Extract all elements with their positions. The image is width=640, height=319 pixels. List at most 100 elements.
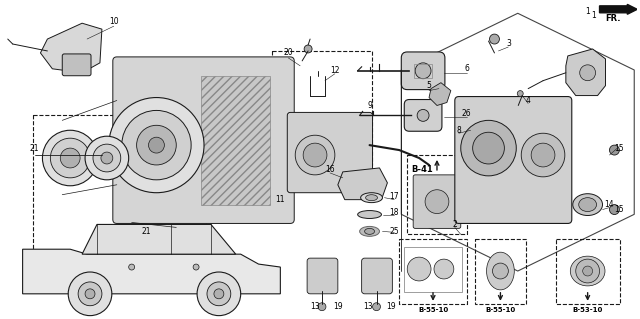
Ellipse shape: [486, 252, 515, 290]
Circle shape: [148, 137, 164, 153]
Text: 25: 25: [390, 227, 399, 236]
Bar: [556, 239, 620, 304]
Text: 26: 26: [462, 109, 472, 118]
Circle shape: [407, 257, 431, 281]
Text: 1: 1: [591, 11, 596, 20]
Circle shape: [517, 91, 524, 97]
Ellipse shape: [361, 193, 383, 203]
Circle shape: [609, 145, 620, 155]
Circle shape: [490, 34, 499, 44]
Polygon shape: [429, 83, 451, 106]
Circle shape: [176, 225, 182, 230]
Circle shape: [521, 133, 565, 177]
FancyBboxPatch shape: [287, 112, 372, 193]
Circle shape: [434, 259, 454, 279]
Text: 4: 4: [525, 96, 531, 105]
FancyBboxPatch shape: [401, 52, 445, 90]
Circle shape: [68, 272, 112, 315]
Text: 5: 5: [427, 81, 431, 90]
Text: 20: 20: [284, 48, 293, 57]
Circle shape: [122, 110, 191, 180]
Text: 11: 11: [276, 195, 285, 204]
Circle shape: [303, 143, 327, 167]
Bar: [414, 64, 432, 78]
Circle shape: [295, 135, 335, 175]
Circle shape: [207, 282, 231, 306]
Text: 16: 16: [325, 166, 335, 174]
Text: 19: 19: [333, 302, 342, 311]
Circle shape: [531, 143, 555, 167]
Bar: [404, 247, 461, 292]
Circle shape: [415, 63, 431, 79]
Circle shape: [60, 148, 80, 168]
Circle shape: [129, 264, 134, 270]
Text: 1: 1: [585, 7, 590, 16]
Circle shape: [93, 144, 121, 172]
Text: 6: 6: [464, 64, 469, 73]
Ellipse shape: [365, 195, 378, 201]
FancyBboxPatch shape: [362, 258, 392, 294]
Polygon shape: [22, 249, 280, 294]
Circle shape: [104, 152, 110, 158]
Circle shape: [473, 132, 504, 164]
FancyArrow shape: [600, 4, 637, 14]
FancyBboxPatch shape: [413, 175, 461, 228]
Polygon shape: [338, 168, 387, 200]
Text: 21: 21: [29, 144, 39, 152]
Bar: [475, 239, 526, 304]
FancyBboxPatch shape: [404, 100, 442, 131]
Circle shape: [51, 138, 90, 178]
Circle shape: [417, 109, 429, 121]
Text: 13: 13: [363, 302, 372, 311]
Circle shape: [214, 289, 224, 299]
FancyBboxPatch shape: [62, 54, 91, 76]
Circle shape: [42, 130, 98, 186]
Text: 2: 2: [452, 220, 457, 229]
Text: B-41: B-41: [411, 165, 433, 174]
Text: 21: 21: [142, 227, 151, 236]
Text: 15: 15: [614, 205, 624, 214]
Text: B-53-10: B-53-10: [572, 307, 603, 313]
Circle shape: [78, 282, 102, 306]
Bar: [273, 51, 372, 165]
FancyBboxPatch shape: [455, 97, 572, 223]
Text: FR.: FR.: [605, 14, 621, 23]
FancyBboxPatch shape: [113, 57, 294, 223]
FancyBboxPatch shape: [307, 258, 338, 294]
Circle shape: [197, 272, 241, 315]
Circle shape: [101, 152, 113, 164]
Circle shape: [582, 266, 593, 276]
Circle shape: [425, 190, 449, 213]
Circle shape: [493, 263, 508, 279]
Bar: [201, 76, 271, 204]
Ellipse shape: [570, 256, 605, 286]
Bar: [407, 155, 467, 234]
Text: 19: 19: [387, 302, 396, 311]
Ellipse shape: [573, 194, 602, 216]
Bar: [399, 239, 467, 304]
Ellipse shape: [360, 226, 380, 236]
Text: B-55-10: B-55-10: [485, 307, 516, 313]
Text: B-55-10: B-55-10: [418, 307, 448, 313]
Circle shape: [85, 289, 95, 299]
Text: 9: 9: [367, 101, 372, 110]
Text: 10: 10: [109, 17, 118, 26]
Text: 3: 3: [506, 39, 511, 48]
Circle shape: [193, 264, 199, 270]
Polygon shape: [566, 49, 605, 96]
Ellipse shape: [365, 228, 374, 234]
Ellipse shape: [358, 211, 381, 219]
Circle shape: [136, 125, 176, 165]
Circle shape: [461, 120, 516, 176]
Text: 15: 15: [614, 144, 624, 152]
Circle shape: [580, 65, 596, 81]
Circle shape: [609, 204, 620, 214]
Polygon shape: [82, 225, 236, 254]
Text: 17: 17: [390, 192, 399, 201]
Text: 8: 8: [456, 126, 461, 135]
Polygon shape: [40, 23, 102, 73]
Text: 12: 12: [330, 66, 340, 75]
Text: 13: 13: [310, 302, 320, 311]
Circle shape: [576, 259, 600, 283]
Circle shape: [318, 303, 326, 311]
